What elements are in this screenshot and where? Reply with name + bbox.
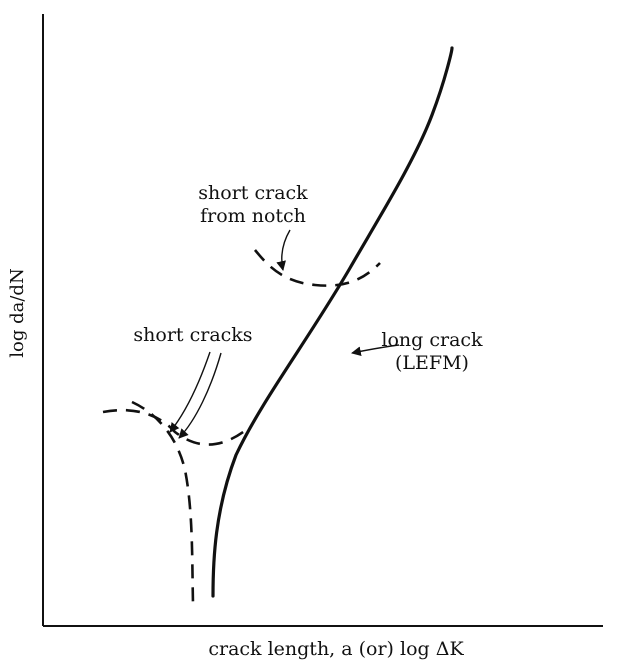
long-crack-label-line1: long crack xyxy=(381,329,483,351)
y-axis-label: log da/dN xyxy=(7,268,28,357)
notch-label-line1: short crack xyxy=(198,182,308,204)
notch-label-arrow xyxy=(276,229,291,271)
long-crack-curve xyxy=(211,46,454,598)
long-crack-label-arrow xyxy=(351,344,400,357)
long-crack-label-line2: (LEFM) xyxy=(395,352,469,374)
short-cracks-label: short cracks xyxy=(133,324,252,346)
short-cracks-label-arrow-2 xyxy=(178,352,222,439)
notch-label-line2: from notch xyxy=(200,205,306,227)
x-axis-label: crack length, a (or) log ΔK xyxy=(208,638,464,660)
notch-short-crack-curve xyxy=(253,249,381,287)
short-cracks-label-arrow-1 xyxy=(169,351,211,433)
short-crack-curve-lower xyxy=(131,400,195,605)
short-crack-curve-upper xyxy=(102,408,247,446)
